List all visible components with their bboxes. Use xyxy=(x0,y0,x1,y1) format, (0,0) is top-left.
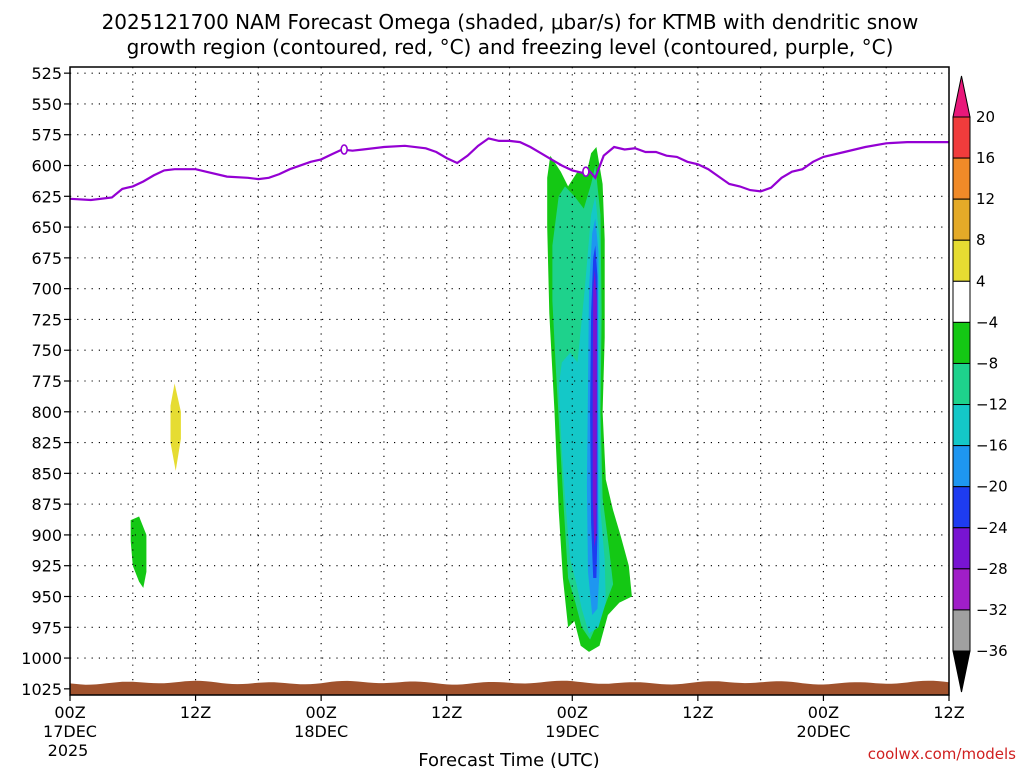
x-tick-label-48: 00Z xyxy=(557,703,588,722)
y-axis: 525 550 575 600 625 650 675 700 725 750 775 800 825 8… xyxy=(21,64,70,699)
x-tick-date-48: 19DEC xyxy=(545,722,599,741)
colorbar-label-4: 4 xyxy=(976,272,986,290)
colorbar-bin-11 xyxy=(952,527,971,570)
chart-title-line-2: growth region (contoured, red, °C) and f… xyxy=(127,35,894,59)
colorbar-bin-7 xyxy=(952,362,971,406)
colorbar: 20 16 12 8 4 −4 −8 −12 −16 −20 −24 −28 −32 −36 xyxy=(952,75,1008,693)
colorbar-label-1: 16 xyxy=(976,149,995,167)
y-tick-label-775: 775 xyxy=(31,372,62,391)
colorbar-bin-10 xyxy=(952,486,971,529)
y-tick-label-925: 925 xyxy=(31,557,62,576)
x-tick-label-0: 00Z xyxy=(54,703,85,722)
freezing-level-line xyxy=(70,137,949,202)
y-tick-label-800: 800 xyxy=(31,403,62,422)
y-tick-label-975: 975 xyxy=(31,618,62,637)
terrain xyxy=(70,680,949,695)
colorbar-label-12: −32 xyxy=(976,601,1008,619)
colorbar-label-13: −36 xyxy=(976,642,1008,660)
omega-region-violet xyxy=(592,270,597,548)
y-tick-label-900: 900 xyxy=(31,526,62,545)
terrain-band xyxy=(70,680,949,695)
chart-title-line-1: 2025121700 NAM Forecast Omega (shaded, μ… xyxy=(102,10,919,34)
colorbar-bin-9 xyxy=(952,445,971,488)
gridlines xyxy=(70,67,949,695)
y-tick-label-575: 575 xyxy=(31,126,62,145)
freezing-level-label-1 xyxy=(340,144,348,155)
y-tick-label-875: 875 xyxy=(31,495,62,514)
colorbar-label-3: 8 xyxy=(976,231,986,249)
y-tick-label-1025: 1025 xyxy=(21,680,62,699)
y-tick-label-1000: 1000 xyxy=(21,649,62,668)
y-tick-label-625: 625 xyxy=(31,187,62,206)
x-tick-date-72: 20DEC xyxy=(796,722,850,741)
colorbar-label-7: −12 xyxy=(976,396,1008,414)
freezing-level xyxy=(70,137,949,202)
y-tick-label-525: 525 xyxy=(31,64,62,83)
x-tick-date-24: 18DEC xyxy=(294,722,348,741)
x-tick-label-60: 12Z xyxy=(682,703,713,722)
x-tick-label-84: 12Z xyxy=(933,703,964,722)
y-tick-label-950: 950 xyxy=(31,587,62,606)
omega-shading xyxy=(130,147,632,652)
colorbar-bin-5 xyxy=(952,280,971,323)
colorbar-bin-8 xyxy=(952,404,971,447)
colorbar-bin-2 xyxy=(952,157,971,200)
y-tick-label-825: 825 xyxy=(31,434,62,453)
y-tick-label-750: 750 xyxy=(31,341,62,360)
x-tick-year-0: 2025 xyxy=(48,741,89,760)
colorbar-bin-12 xyxy=(952,568,971,611)
y-tick-label-650: 650 xyxy=(31,218,62,237)
omega-region-green-blob-early xyxy=(130,516,147,588)
colorbar-label-10: −24 xyxy=(976,519,1008,537)
y-tick-label-675: 675 xyxy=(31,249,62,268)
colorbar-bottom-arrow xyxy=(952,650,971,693)
freezing-level-label-2 xyxy=(582,166,590,177)
colorbar-bin-1 xyxy=(952,116,971,159)
x-tick-label-72: 00Z xyxy=(808,703,839,722)
x-tick-date-0: 17DEC xyxy=(43,722,97,741)
colorbar-label-0: 20 xyxy=(976,108,995,126)
x-axis-title: Forecast Time (UTC) xyxy=(418,750,599,768)
y-tick-label-550: 550 xyxy=(31,95,62,114)
colorbar-label-9: −20 xyxy=(976,478,1008,496)
colorbar-bin-4 xyxy=(952,239,971,282)
omega-region-yellow-blob xyxy=(170,383,181,471)
colorbar-label-2: 12 xyxy=(976,190,995,208)
y-tick-label-600: 600 xyxy=(31,157,62,176)
y-tick-label-850: 850 xyxy=(31,464,62,483)
colorbar-bin-6 xyxy=(952,321,971,364)
colorbar-bin-13 xyxy=(952,609,971,652)
x-tick-label-24: 00Z xyxy=(305,703,336,722)
colorbar-label-6: −8 xyxy=(976,354,998,372)
colorbar-label-11: −28 xyxy=(976,560,1008,578)
colorbar-bin-3 xyxy=(952,198,971,241)
x-tick-label-36: 12Z xyxy=(431,703,462,722)
colorbar-label-5: −4 xyxy=(976,313,998,331)
colorbar-label-8: −16 xyxy=(976,437,1008,455)
x-tick-label-12: 12Z xyxy=(180,703,211,722)
y-tick-label-725: 725 xyxy=(31,310,62,329)
credit-text: coolwx.com/models xyxy=(868,745,1016,763)
y-tick-label-700: 700 xyxy=(31,280,62,299)
